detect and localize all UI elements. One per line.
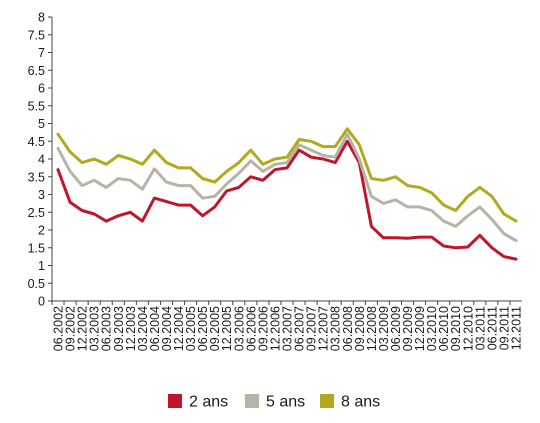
x-tick-label: 06.2009 [389, 306, 403, 351]
series-lines [56, 127, 518, 261]
x-tick-label: 09.2004 [160, 306, 174, 351]
y-tick-label: 2.5 [28, 206, 45, 220]
y-tick-label: 8 [38, 11, 45, 25]
x-tick-label: 12.2009 [413, 306, 427, 351]
legend-label: 8 ans [341, 394, 380, 411]
x-tick-label: 12.2002 [76, 306, 90, 351]
x-tick-label: 12.2004 [172, 306, 186, 351]
legend-swatch [245, 394, 259, 408]
legend-label: 5 ans [266, 394, 305, 411]
x-tick-label: 03.2007 [281, 306, 295, 351]
x-tick-label: 03.2004 [136, 306, 150, 351]
y-tick-label: 3.5 [28, 170, 45, 184]
y-tick-label: 3 [38, 188, 45, 202]
y-tick-label: 1.5 [28, 241, 45, 255]
x-tick-label: 09.2003 [112, 306, 126, 351]
y-tick-label: 5 [38, 117, 45, 131]
x-tick-label: 03.2003 [88, 306, 102, 351]
x-tick-label: 09.2007 [305, 306, 319, 351]
series-line-8-ans [56, 127, 518, 223]
x-tick-label: 09.2002 [64, 306, 78, 351]
x-tick-label: 03.2009 [377, 306, 391, 351]
y-tick-label: 7 [38, 46, 45, 60]
y-tick-label: 0.5 [28, 277, 45, 291]
y-axis-ticks: 0 0.5 1 1.5 2 2.5 3 3.5 4 4.5 5 5.5 6 6.5 7 7.5 8 [28, 11, 52, 309]
x-tick-label: 12.2007 [317, 306, 331, 351]
x-tick-label: 12.2011 [509, 306, 523, 350]
x-tick-label: 12.2010 [461, 306, 475, 351]
legend: 2 ans 5 ans 8 ans [168, 394, 380, 411]
x-tick-label: 12.2003 [124, 306, 138, 351]
x-tick-label: 06.2005 [196, 306, 210, 351]
y-tick-label: 0 [38, 295, 45, 309]
y-tick-label: 4 [38, 153, 45, 167]
x-tick-label: 12.2005 [220, 306, 234, 351]
x-tick-label: 06.2011 [485, 306, 499, 350]
x-tick-label: 09.2006 [256, 306, 270, 351]
x-tick-label: 09.2009 [401, 306, 415, 351]
y-tick-label: 5.5 [28, 99, 45, 113]
x-tick-label: 12.2008 [365, 306, 379, 351]
legend-swatch [168, 394, 182, 408]
x-tick-label: 06.2008 [341, 306, 355, 351]
x-tick-label: 03.2010 [425, 306, 439, 351]
series-line-5-ans [56, 132, 518, 243]
y-tick-label: 6.5 [28, 64, 45, 78]
legend-swatch [320, 394, 334, 408]
y-tick-label: 4.5 [28, 135, 45, 149]
x-tick-label: 06.2002 [52, 306, 66, 351]
x-tick-label: 12.2006 [268, 306, 282, 351]
x-tick-label: 03.2005 [184, 306, 198, 351]
y-tick-label: 2 [38, 224, 45, 238]
x-tick-label: 09.2010 [449, 306, 463, 351]
legend-label: 2 ans [189, 394, 228, 411]
y-tick-label: 1 [38, 259, 45, 273]
x-tick-label: 09.2005 [208, 306, 222, 351]
series-line-2-ans [56, 139, 518, 261]
y-tick-label: 7.5 [28, 28, 45, 42]
x-axis-ticks: 06.200209.200212.200203.200306.200309.20… [51, 301, 523, 351]
x-tick-label: 06.2006 [244, 306, 258, 351]
y-tick-label: 6 [38, 82, 45, 96]
x-tick-label: 09.2011 [497, 306, 511, 350]
x-tick-label: 03.2008 [329, 306, 343, 351]
x-tick-label: 06.2003 [100, 306, 114, 351]
x-tick-label: 03.2011 [473, 306, 487, 350]
x-tick-label: 09.2008 [353, 306, 367, 351]
x-tick-label: 06.2004 [148, 306, 162, 351]
x-tick-label: 06.2010 [437, 306, 451, 351]
x-tick-label: 06.2007 [293, 306, 307, 351]
x-tick-label: 03.2006 [232, 306, 246, 351]
